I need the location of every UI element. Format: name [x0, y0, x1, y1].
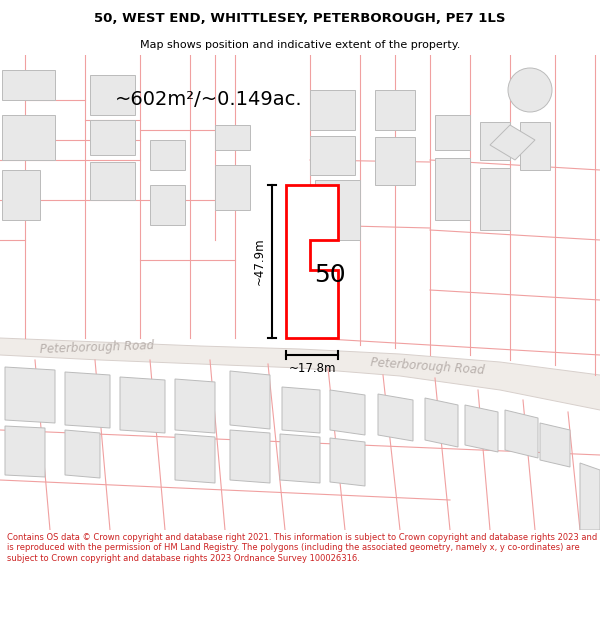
Polygon shape: [480, 122, 510, 160]
Polygon shape: [378, 394, 413, 441]
Polygon shape: [375, 137, 415, 185]
Text: ~47.9m: ~47.9m: [253, 238, 266, 285]
Polygon shape: [286, 185, 338, 338]
Polygon shape: [65, 372, 110, 428]
Polygon shape: [330, 438, 365, 486]
Circle shape: [508, 68, 552, 112]
Polygon shape: [65, 430, 100, 478]
Text: Contains OS data © Crown copyright and database right 2021. This information is : Contains OS data © Crown copyright and d…: [7, 533, 598, 562]
Polygon shape: [90, 75, 135, 115]
Polygon shape: [0, 338, 600, 410]
Polygon shape: [230, 430, 270, 483]
Polygon shape: [150, 185, 185, 225]
Polygon shape: [5, 367, 55, 423]
Polygon shape: [435, 158, 470, 220]
Polygon shape: [90, 120, 135, 155]
Polygon shape: [310, 136, 355, 175]
Polygon shape: [282, 387, 320, 433]
Polygon shape: [215, 165, 250, 210]
Polygon shape: [150, 140, 185, 170]
Polygon shape: [435, 115, 470, 150]
Polygon shape: [520, 122, 550, 170]
Polygon shape: [5, 426, 45, 477]
Polygon shape: [330, 390, 365, 435]
Text: 50, WEST END, WHITTLESEY, PETERBOROUGH, PE7 1LS: 50, WEST END, WHITTLESEY, PETERBOROUGH, …: [94, 12, 506, 25]
Polygon shape: [2, 170, 40, 220]
Polygon shape: [120, 377, 165, 433]
Polygon shape: [375, 90, 415, 130]
Polygon shape: [175, 379, 215, 433]
Text: ~17.8m: ~17.8m: [288, 362, 336, 375]
Text: ~602m²/~0.149ac.: ~602m²/~0.149ac.: [115, 90, 302, 109]
Text: Peterborough Road: Peterborough Road: [40, 339, 155, 356]
Polygon shape: [540, 423, 570, 467]
Polygon shape: [480, 168, 510, 230]
Polygon shape: [425, 398, 458, 447]
Text: 50: 50: [314, 263, 346, 287]
Polygon shape: [280, 434, 320, 483]
Polygon shape: [2, 70, 55, 100]
Polygon shape: [580, 463, 600, 530]
Text: Peterborough Road: Peterborough Road: [370, 356, 485, 377]
Polygon shape: [310, 90, 355, 130]
Polygon shape: [315, 180, 360, 240]
Polygon shape: [2, 115, 55, 160]
Polygon shape: [505, 410, 538, 458]
Polygon shape: [90, 162, 135, 200]
Polygon shape: [215, 125, 250, 150]
Text: Map shows position and indicative extent of the property.: Map shows position and indicative extent…: [140, 39, 460, 49]
Polygon shape: [230, 371, 270, 429]
Polygon shape: [465, 405, 498, 452]
Polygon shape: [490, 125, 535, 160]
Polygon shape: [175, 434, 215, 483]
